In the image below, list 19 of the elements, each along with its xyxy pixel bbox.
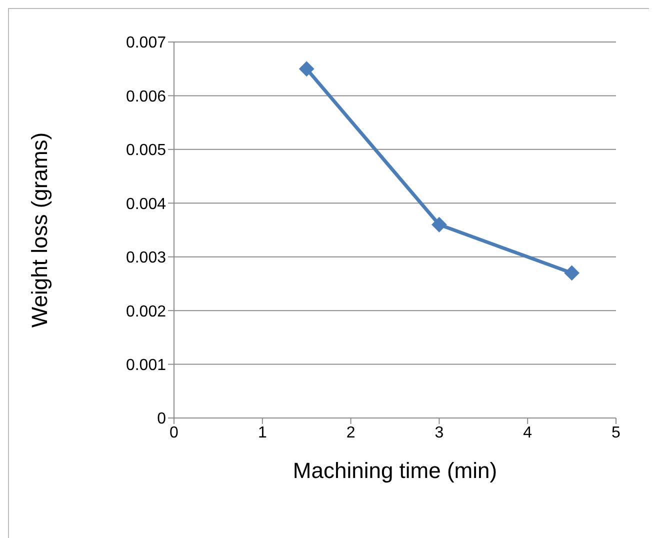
y-tick-label: 0.001: [126, 356, 166, 374]
point: [564, 265, 580, 280]
x-tick-label: 4: [523, 424, 532, 442]
y-tick-label: 0.004: [126, 196, 166, 213]
x-tick-label: 1: [258, 424, 267, 442]
x-axis-title: Machining time (min): [292, 458, 498, 483]
y-tick-label: 0.005: [126, 142, 166, 160]
y-tick-label: 0.002: [126, 303, 166, 320]
y-axis-title: Weight loss (grams): [26, 132, 52, 328]
x-tick-label: 5: [612, 424, 621, 442]
y-tick-label: 0: [157, 410, 166, 428]
y-tick-label: 0.003: [126, 250, 166, 267]
point: [299, 61, 314, 76]
point: [432, 217, 447, 232]
y-tick-label: 0.007: [126, 34, 166, 52]
y-tick-label: 0.006: [126, 88, 166, 106]
x-tick-label: 0: [170, 424, 179, 442]
x-tick-label: 3: [434, 424, 444, 442]
x-tick-label: 2: [346, 424, 356, 442]
